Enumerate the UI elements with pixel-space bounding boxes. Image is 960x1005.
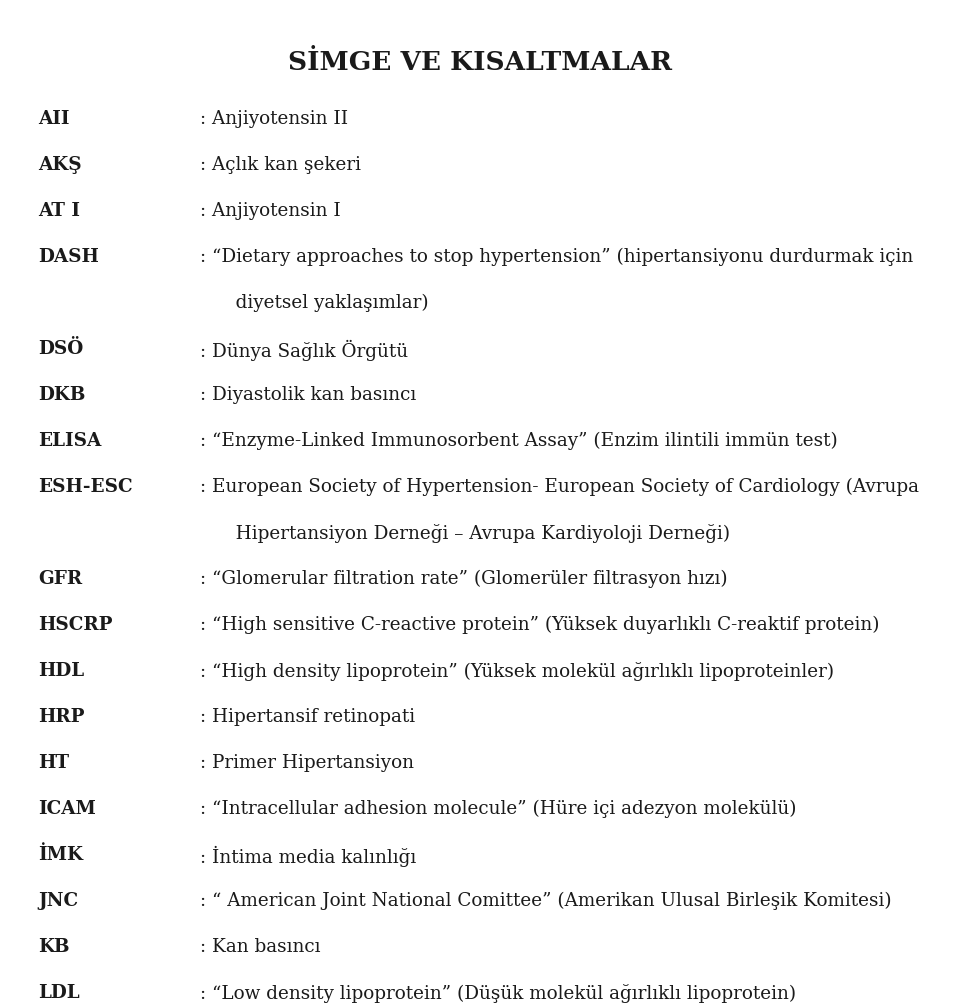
Text: HRP: HRP <box>38 708 84 726</box>
Text: : Primer Hipertansiyon: : Primer Hipertansiyon <box>200 754 414 772</box>
Text: DASH: DASH <box>38 248 99 266</box>
Text: : “Intracellular adhesion molecule” (Hüre içi adezyon molekülü): : “Intracellular adhesion molecule” (Hür… <box>200 800 797 818</box>
Text: diyetsel yaklaşımlar): diyetsel yaklaşımlar) <box>218 294 428 313</box>
Text: KB: KB <box>38 938 69 956</box>
Text: : European Society of Hypertension- European Society of Cardiology (Avrupa: : European Society of Hypertension- Euro… <box>200 478 919 496</box>
Text: AII: AII <box>38 110 69 128</box>
Text: : Kan basıncı: : Kan basıncı <box>200 938 321 956</box>
Text: HDL: HDL <box>38 662 84 680</box>
Text: : “Enzyme-Linked Immunosorbent Assay” (Enzim ilintili immün test): : “Enzyme-Linked Immunosorbent Assay” (E… <box>200 432 838 450</box>
Text: : Diyastolik kan basıncı: : Diyastolik kan basıncı <box>200 386 417 404</box>
Text: GFR: GFR <box>38 570 83 588</box>
Text: JNC: JNC <box>38 892 78 910</box>
Text: : Açlık kan şekeri: : Açlık kan şekeri <box>200 156 361 174</box>
Text: DSÖ: DSÖ <box>38 340 84 358</box>
Text: ESH-ESC: ESH-ESC <box>38 478 132 496</box>
Text: ICAM: ICAM <box>38 800 96 818</box>
Text: Hipertansiyon Derneği – Avrupa Kardiyoloji Derneği): Hipertansiyon Derneği – Avrupa Kardiyolo… <box>218 524 731 543</box>
Text: : Hipertansif retinopati: : Hipertansif retinopati <box>200 708 415 726</box>
Text: : Dünya Sağlık Örgütü: : Dünya Sağlık Örgütü <box>200 340 408 361</box>
Text: : Anjiyotensin II: : Anjiyotensin II <box>200 110 348 128</box>
Text: DKB: DKB <box>38 386 85 404</box>
Text: : “High sensitive C-reactive protein” (Yüksek duyarlıklı C-reaktif protein): : “High sensitive C-reactive protein” (Y… <box>200 616 879 634</box>
Text: HT: HT <box>38 754 69 772</box>
Text: AT I: AT I <box>38 202 80 220</box>
Text: ELISA: ELISA <box>38 432 101 450</box>
Text: : “Dietary approaches to stop hypertension” (hipertansiyonu durdurmak için: : “Dietary approaches to stop hypertensi… <box>200 248 913 266</box>
Text: : Anjiyotensin I: : Anjiyotensin I <box>200 202 341 220</box>
Text: İMK: İMK <box>38 846 83 864</box>
Text: LDL: LDL <box>38 984 80 1002</box>
Text: : “Glomerular filtration rate” (Glomerüler filtrasyon hızı): : “Glomerular filtration rate” (Glomerül… <box>200 570 728 588</box>
Text: : “ American Joint National Comittee” (Amerikan Ulusal Birleşik Komitesi): : “ American Joint National Comittee” (A… <box>200 892 892 911</box>
Text: : “Low density lipoprotein” (Düşük molekül ağırlıklı lipoprotein): : “Low density lipoprotein” (Düşük molek… <box>200 984 796 1003</box>
Text: SİMGE VE KISALTMALAR: SİMGE VE KISALTMALAR <box>288 50 672 75</box>
Text: : “High density lipoprotein” (Yüksek molekül ağırlıklı lipoproteinler): : “High density lipoprotein” (Yüksek mol… <box>200 662 834 681</box>
Text: AKŞ: AKŞ <box>38 156 82 174</box>
Text: HSCRP: HSCRP <box>38 616 112 634</box>
Text: : İntima media kalınlığı: : İntima media kalınlığı <box>200 846 417 867</box>
